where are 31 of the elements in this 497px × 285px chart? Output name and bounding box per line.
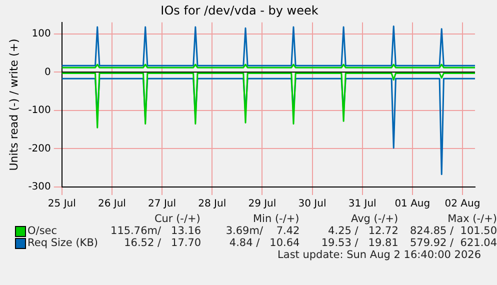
x-tick-label: 30 Jul — [298, 198, 326, 210]
y-tick-label: 100 — [32, 28, 51, 40]
text: Min (-/+) — [252, 213, 300, 225]
text: 579.92 / 621.04 — [408, 237, 497, 249]
y-axis-title: Units read (-) / write (+) — [7, 38, 20, 171]
y-tick-label: -300 — [28, 182, 51, 193]
x-tick-label: 01 Aug — [394, 198, 430, 210]
text: 16.52 / 17.70 — [123, 237, 202, 249]
text: Last update: Sun Aug 2 16:40:00 2026 — [276, 249, 482, 261]
x-tick-label: 25 Jul — [48, 198, 76, 210]
text: 115.76m/ 13.16 — [110, 225, 202, 237]
text: Max (-/+) — [446, 213, 497, 225]
text: Cur (-/+) — [153, 213, 200, 225]
x-tick-label: 31 Jul — [348, 198, 376, 210]
x-tick-label: 02 Aug — [444, 198, 480, 210]
text: 3.69m/ 7.42 — [224, 225, 300, 237]
text: 4.84 / 10.64 — [228, 237, 300, 249]
text: 4.25 / 12.72 — [327, 225, 398, 237]
x-tick-label: 29 Jul — [248, 198, 276, 210]
legend-label: O/sec — [28, 225, 58, 237]
text: 19.53 / 19.81 — [320, 237, 398, 249]
x-tick-label: 27 Jul — [148, 198, 176, 210]
x-tick-label: 28 Jul — [198, 198, 226, 210]
x-tick-label: 26 Jul — [98, 198, 126, 210]
text: 824.85 / 101.50 — [408, 225, 497, 237]
y-tick-label: 0 — [44, 66, 51, 78]
chart-title: IOs for /dev/vda - by week — [160, 3, 318, 18]
y-tick-label: -200 — [28, 143, 51, 154]
legend-label: Req Size (KB) — [28, 237, 99, 249]
y-tick-label: -100 — [28, 105, 51, 116]
text: Avg (-/+) — [350, 213, 398, 225]
